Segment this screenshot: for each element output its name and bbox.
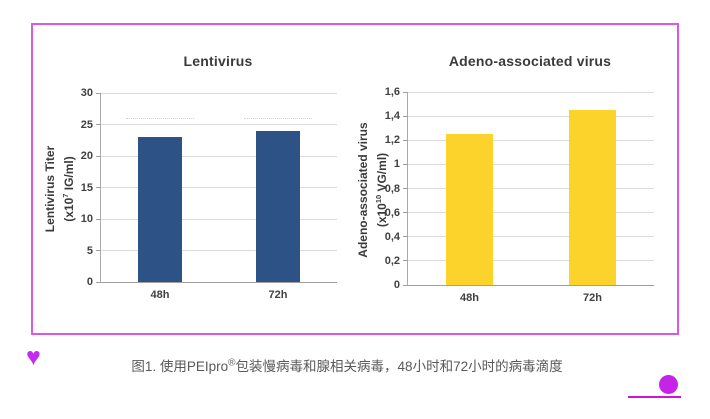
y-axis-tick	[96, 187, 101, 188]
y-axis-tick-label: 1,4	[384, 110, 400, 123]
y-axis-tick-label: 0,4	[384, 230, 400, 243]
aav-chart: Adeno-associated virus Adeno-associated …	[33, 25, 677, 333]
y-axis-tick	[96, 155, 101, 157]
y-axis-tick-label: 0,8	[384, 182, 400, 195]
caption-post: 包装慢病毒和腺相关病毒，48小时和72小时的病毒滴度	[235, 359, 563, 374]
lentivirus-chart: Lentivirus Lentivirus Titer (x107 IG/ml)…	[33, 25, 677, 333]
y-axis-tick-label: 15	[80, 181, 93, 194]
y-axis-tick	[403, 212, 408, 214]
y-axis-tick-label: 20	[80, 150, 93, 162]
brand-dot-icon	[659, 375, 678, 394]
bar-72h	[569, 110, 616, 285]
y-axis-tick	[403, 236, 408, 238]
x-axis-label: 48h	[150, 289, 170, 301]
gridline	[408, 188, 654, 189]
y-axis-tick-label: 0	[86, 276, 93, 288]
figure-frame: Lentivirus Lentivirus Titer (x107 IG/ml)…	[31, 23, 679, 335]
y-axis-tick	[96, 93, 101, 94]
y-axis-tick-label: 0	[393, 279, 400, 291]
y-axis-tick-label: 0,6	[384, 206, 400, 219]
y-axis-tick-label: 10	[80, 213, 93, 225]
gridline	[101, 155, 337, 157]
lentivirus-plot-area: 0 5 10 15 20 25 30 48h 72h	[81, 87, 337, 301]
gridline	[408, 115, 654, 117]
y-axis-tick-label: 30	[80, 87, 93, 99]
gridline	[408, 92, 654, 93]
gridline	[101, 187, 337, 188]
figure-caption: 图1. 使用PEIpro®包装慢病毒和腺相关病毒，48小时和72小时的病毒滴度	[131, 355, 562, 375]
y-axis-unit-exponent: 10	[374, 194, 383, 204]
aav-chart-title: Adeno-associated virus	[448, 53, 612, 69]
gridline	[408, 139, 654, 141]
heart-icon: ♥	[26, 343, 41, 371]
y-axis-tick	[96, 124, 101, 125]
bar-48h	[137, 137, 183, 282]
gridline	[408, 260, 654, 262]
gridline	[408, 163, 654, 165]
y-axis-tick-label: 25	[80, 118, 93, 131]
y-axis-tick-label: 0,2	[384, 254, 400, 267]
gridline	[101, 124, 337, 125]
y-axis-tick	[403, 260, 408, 262]
x-axis-label: 72h	[583, 292, 602, 304]
gridline	[101, 250, 337, 251]
x-axis-label: 72h	[268, 289, 288, 301]
gridline	[408, 236, 654, 238]
bar-48h	[446, 134, 493, 285]
y-axis-tick	[403, 92, 408, 93]
bar-72h	[255, 131, 301, 282]
y-axis-tick	[96, 281, 101, 283]
caption-pre: 图1. 使用PEIpro	[131, 359, 229, 374]
gridline	[101, 93, 337, 94]
y-axis-tick	[403, 163, 408, 165]
gridline	[408, 212, 654, 214]
dashed-guide-line	[125, 118, 195, 120]
y-axis-tick-label: 5	[86, 244, 93, 257]
dashed-guide-line	[243, 118, 313, 120]
gridline	[101, 218, 337, 220]
brand-underline	[628, 396, 681, 398]
registered-trademark-symbol: ®	[228, 357, 236, 369]
y-axis-tick	[403, 139, 408, 141]
y-axis-tick	[403, 188, 408, 189]
y-axis-tick	[403, 284, 408, 286]
y-axis-tick	[96, 250, 101, 251]
y-axis-tick-label: 1,6	[384, 86, 400, 98]
y-axis-tick-label: 1	[393, 158, 400, 171]
aav-plot-area: 0 0,2 0,4 0,6 0,8 1 1,2 1,4 1,6 48h 72h	[385, 86, 654, 304]
lentivirus-chart-title: Lentivirus	[183, 53, 253, 69]
y-axis-tick	[403, 115, 408, 117]
x-axis-label: 48h	[460, 292, 479, 304]
y-axis-tick	[96, 218, 101, 220]
y-axis-tick-label: 1,2	[384, 134, 400, 147]
